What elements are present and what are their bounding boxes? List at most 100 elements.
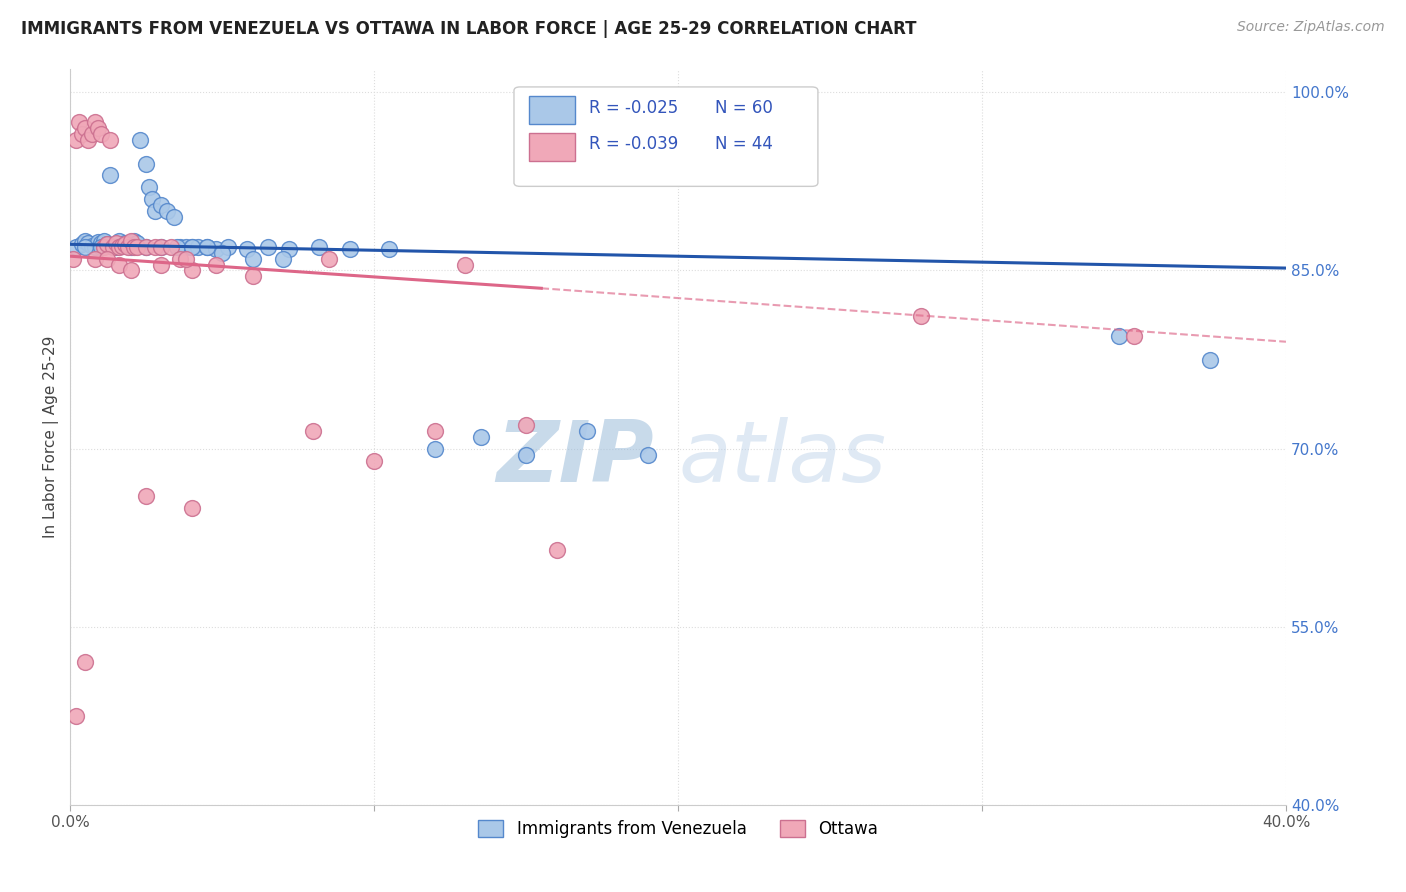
Point [135, 240, 157, 254]
Point [195, 240, 218, 254]
Point [75, 234, 97, 248]
Point [150, 258, 173, 272]
Point [108, 234, 131, 248]
Point [65, 133, 87, 147]
Point [1123, 328, 1146, 343]
Point [93, 240, 115, 254]
Point [187, 240, 209, 254]
Point [205, 258, 228, 272]
FancyBboxPatch shape [529, 133, 575, 161]
Point [166, 240, 188, 254]
Point [72, 237, 94, 252]
Point [135, 156, 157, 170]
Point [98, 169, 121, 183]
Text: R = -0.039: R = -0.039 [589, 136, 679, 153]
Point [278, 242, 301, 256]
Point [111, 238, 134, 252]
Point [83, 115, 105, 129]
Point [96, 237, 118, 252]
Point [256, 240, 278, 254]
Point [62, 252, 84, 266]
FancyBboxPatch shape [515, 87, 818, 186]
Point [180, 240, 202, 254]
Text: N = 60: N = 60 [714, 98, 772, 117]
Point [423, 424, 446, 438]
Point [104, 240, 127, 254]
Point [65, 240, 87, 254]
Point [93, 234, 115, 248]
Point [470, 430, 492, 444]
Point [1108, 328, 1130, 343]
Point [515, 417, 537, 432]
Point [169, 240, 191, 254]
Point [454, 258, 477, 272]
Point [114, 236, 136, 251]
Point [174, 240, 197, 254]
Point [127, 240, 149, 254]
Point [174, 252, 197, 266]
Point [195, 240, 218, 254]
Legend: Immigrants from Venezuela, Ottawa: Immigrants from Venezuela, Ottawa [471, 813, 884, 845]
Point [65, 709, 87, 723]
Point [80, 127, 103, 141]
Text: ZIP: ZIP [496, 417, 654, 500]
Text: R = -0.025: R = -0.025 [589, 98, 679, 117]
Point [90, 236, 112, 251]
Point [77, 236, 100, 251]
Point [83, 240, 105, 254]
Point [104, 237, 127, 252]
Point [120, 237, 142, 252]
Point [271, 252, 294, 266]
Point [72, 127, 94, 141]
Point [122, 234, 145, 248]
Point [235, 242, 257, 256]
Point [242, 252, 264, 266]
Point [111, 238, 134, 252]
Point [138, 180, 160, 194]
Point [180, 263, 202, 277]
Point [114, 237, 136, 252]
Point [637, 448, 659, 462]
Point [86, 120, 108, 135]
Point [120, 240, 142, 254]
Point [910, 309, 932, 323]
Point [378, 242, 401, 256]
Point [141, 192, 163, 206]
Point [135, 489, 157, 503]
Point [1199, 352, 1222, 367]
Point [75, 240, 97, 254]
Point [162, 210, 184, 224]
Point [180, 501, 202, 516]
Text: atlas: atlas [678, 417, 886, 500]
Point [117, 240, 139, 254]
Point [169, 252, 191, 266]
Point [546, 542, 568, 557]
Point [75, 656, 97, 670]
Point [143, 240, 166, 254]
Point [77, 133, 100, 147]
Point [217, 240, 239, 254]
Point [122, 240, 145, 254]
Text: IMMIGRANTS FROM VENEZUELA VS OTTAWA IN LABOR FORCE | AGE 25-29 CORRELATION CHART: IMMIGRANTS FROM VENEZUELA VS OTTAWA IN L… [21, 20, 917, 37]
Text: N = 44: N = 44 [714, 136, 772, 153]
Point [180, 240, 202, 254]
Point [575, 424, 598, 438]
Point [211, 245, 233, 260]
Point [80, 238, 103, 252]
Point [96, 237, 118, 252]
Point [150, 240, 173, 254]
Point [120, 234, 142, 248]
Point [127, 236, 149, 251]
Point [302, 424, 325, 438]
Point [120, 263, 142, 277]
Point [83, 252, 105, 266]
Point [159, 240, 181, 254]
FancyBboxPatch shape [529, 95, 575, 124]
Point [150, 240, 173, 254]
Point [308, 240, 330, 254]
Point [318, 252, 340, 266]
Point [101, 240, 124, 254]
Point [339, 242, 361, 256]
Point [101, 240, 124, 254]
Point [108, 258, 131, 272]
